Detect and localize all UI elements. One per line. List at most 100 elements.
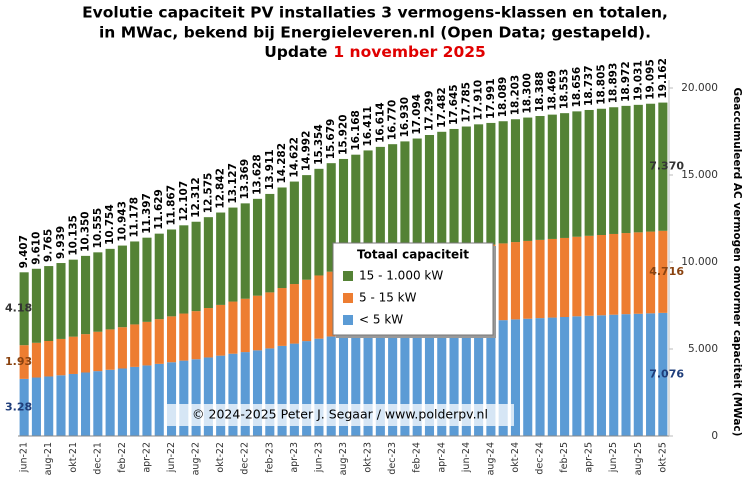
bar-segment <box>228 207 238 302</box>
x-tick-label: okt-22 <box>215 442 226 473</box>
x-tick-label: feb-24 <box>412 442 423 473</box>
bar-segment <box>338 334 349 436</box>
chart-title: Update 1 november 2025 <box>264 43 486 61</box>
y-tick-label: 15.000 <box>681 169 718 181</box>
total-label: 12.842 <box>215 168 227 209</box>
total-label: 10.754 <box>104 204 116 245</box>
total-label: 14.622 <box>288 137 300 178</box>
x-tick-label: dec-23 <box>387 442 398 475</box>
bar-segment <box>179 360 189 436</box>
total-label: 17.991 <box>485 78 497 119</box>
bar-segment <box>68 336 78 374</box>
legend-swatch <box>343 315 353 325</box>
bar-segment <box>388 144 398 259</box>
total-label: 19.095 <box>645 59 657 100</box>
bar-segment <box>289 181 299 285</box>
total-label: 18.089 <box>497 77 509 118</box>
total-label: 9.765 <box>43 229 55 262</box>
total-label: 18.737 <box>583 65 595 106</box>
x-tick-label: okt-23 <box>363 442 374 473</box>
total-label: 13.127 <box>227 163 239 204</box>
annotation: © 2024-2025 Peter J. Segaar / www.polder… <box>192 407 488 422</box>
bar-segment <box>510 119 521 243</box>
total-label: 9.610 <box>30 232 42 265</box>
x-tick-label: dec-24 <box>535 442 546 475</box>
bar-segment <box>498 121 508 244</box>
bar-segment <box>437 131 447 251</box>
bar-segment <box>461 322 471 436</box>
bar-segment <box>265 193 275 293</box>
bar-segment <box>19 345 29 379</box>
y-tick-label: 5.000 <box>688 343 718 355</box>
total-label: 14.992 <box>301 131 313 172</box>
bar-segment <box>449 323 459 436</box>
bar-segment <box>498 243 508 321</box>
total-label: 11.867 <box>166 185 178 226</box>
bar-segment <box>572 111 582 237</box>
bar-segment <box>523 240 533 319</box>
bar-segment <box>609 233 619 315</box>
total-label: 17.785 <box>460 82 472 123</box>
data-label: 1.937 <box>5 355 40 368</box>
bar-segment <box>633 232 643 314</box>
bar-segment <box>658 102 668 231</box>
bar-segment <box>596 234 606 316</box>
bar-segment <box>93 252 103 332</box>
chart-title: Evolutie capaciteit PV installaties 3 ve… <box>82 4 668 22</box>
bar-segment <box>609 107 619 234</box>
x-tick-label: apr-24 <box>436 442 447 473</box>
bar-segment <box>44 376 54 436</box>
bar-segment <box>424 134 435 253</box>
bar-segment <box>363 331 373 436</box>
bar-segment <box>621 314 631 436</box>
bar-segment <box>289 284 299 344</box>
bar-segment <box>166 229 177 317</box>
total-label: 12.575 <box>202 173 214 214</box>
total-label: 11.629 <box>153 189 165 230</box>
x-tick-label: aug-22 <box>191 442 202 475</box>
total-label: 9.939 <box>55 226 67 259</box>
bar-segment <box>277 345 287 436</box>
bar-segment <box>302 175 312 280</box>
bar-segment <box>547 114 557 239</box>
total-label: 17.645 <box>448 84 460 125</box>
bar-segment <box>560 237 570 318</box>
total-label: 19.162 <box>657 58 669 99</box>
bar-segment <box>179 313 189 361</box>
bar-segment <box>474 321 484 436</box>
bar-segment <box>240 352 250 436</box>
bar-segment <box>130 241 140 325</box>
bar-segment <box>498 320 508 436</box>
bar-segment <box>326 271 336 337</box>
bar-segment <box>19 272 29 346</box>
bar-segment <box>240 203 250 299</box>
bar-segment <box>572 236 582 317</box>
bar-segment <box>584 109 594 236</box>
legend-label: 5 - 15 kW <box>359 291 417 305</box>
bar-segment <box>31 268 41 343</box>
bar-segment <box>510 319 521 436</box>
bar-segment <box>633 104 643 233</box>
bar-segment <box>314 338 324 436</box>
bar-segment <box>609 314 619 436</box>
total-label: 19.031 <box>632 60 644 101</box>
legend-swatch <box>343 293 353 303</box>
bar-segment <box>302 341 312 436</box>
x-tick-label: feb-22 <box>117 442 128 473</box>
total-label: 10.350 <box>80 211 92 252</box>
bar-segment <box>523 117 533 241</box>
total-label: 18.469 <box>546 70 558 111</box>
total-label: 10.943 <box>116 201 128 242</box>
bar-segment <box>547 238 557 318</box>
data-label: 4.189 <box>5 302 40 315</box>
x-tick-label: jun-22 <box>166 442 177 473</box>
bar-segment <box>535 239 545 319</box>
y-tick-label: 0 <box>711 430 718 442</box>
bar-segment <box>584 315 594 436</box>
x-tick-label: jun-25 <box>608 442 619 473</box>
x-tick-label: apr-23 <box>289 442 300 473</box>
bar-segment <box>314 168 324 276</box>
x-tick-label: aug-21 <box>43 442 54 475</box>
total-label: 18.300 <box>522 73 534 114</box>
